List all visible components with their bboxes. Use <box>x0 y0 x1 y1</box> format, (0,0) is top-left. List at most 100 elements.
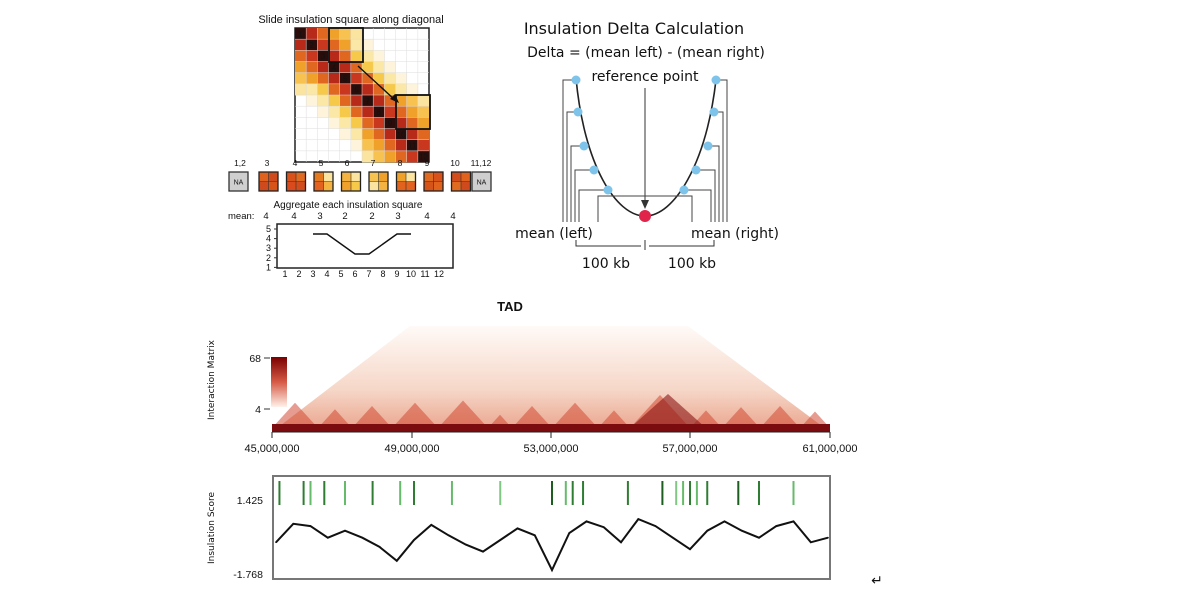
curve-point <box>589 165 599 175</box>
insulation-score-point <box>706 529 709 532</box>
insulation-score-point <box>792 520 795 523</box>
mini-x-tick: 10 <box>406 269 416 279</box>
curve-point <box>573 107 583 117</box>
mini-matrix-cell <box>395 117 408 129</box>
square-quadrant <box>461 181 471 191</box>
mini-matrix-cell <box>350 106 363 118</box>
tad-domain-triangle <box>512 406 552 428</box>
reference-point-label: reference point <box>591 69 699 85</box>
square-quadrant <box>424 181 434 191</box>
mini-matrix-cell <box>362 139 374 152</box>
insulation-score-point <box>361 536 364 539</box>
mean-value: 3 <box>317 211 322 222</box>
mini-matrix-cell <box>417 117 430 129</box>
mini-matrix-cell <box>362 83 374 96</box>
tad-x-ticks: 45,000,000 49,000,000 53,000,000 57,000,000… <box>244 432 858 455</box>
mini-y-tick: 2 <box>266 253 271 263</box>
square-quadrant <box>378 181 388 191</box>
mini-matrix-cell <box>350 117 363 129</box>
insulation-score-point <box>533 534 536 537</box>
mini-matrix-cell <box>339 61 352 74</box>
diagonal-label: 6 <box>354 86 359 95</box>
insulation-square-start <box>328 27 364 63</box>
insulation-curve <box>575 77 717 217</box>
mini-x-tick: 1 <box>282 269 287 279</box>
tad-domain-triangle <box>800 411 830 428</box>
curve-point <box>709 107 719 117</box>
square-labels-row: 1,2 3 4 5 6 7 8 9 10 11,12 <box>234 158 492 168</box>
left-window-bracket <box>566 111 578 222</box>
colorbar-max: 68 <box>249 353 261 365</box>
insulation-square-end <box>395 94 431 130</box>
curve-point <box>579 141 589 151</box>
square-quadrant <box>314 181 324 191</box>
right-window-bracket <box>645 195 693 222</box>
mini-plot-frame <box>276 223 454 269</box>
left-window-bracket <box>562 79 576 222</box>
insulation-score-point <box>689 548 691 551</box>
square-quadrant <box>433 181 443 191</box>
mini-matrix-cell <box>362 106 374 118</box>
span-bracket <box>575 240 715 247</box>
mini-matrix-cell <box>384 150 396 163</box>
mini-matrix-cell <box>295 61 307 74</box>
square-quadrant <box>406 172 416 182</box>
insulation-score-point <box>740 529 743 532</box>
mini-plot-x-ticks: 1 2 3 4 5 6 7 8 9 10 11 12 <box>282 269 444 279</box>
mini-matrix-cell <box>339 95 352 107</box>
insulation-panel-title: Slide insulation square along diagonal <box>258 14 443 26</box>
curve-points <box>571 75 721 195</box>
mini-x-tick: 3 <box>310 269 315 279</box>
mini-matrix-cell <box>328 50 341 62</box>
mini-x-tick: 4 <box>324 269 329 279</box>
mini-x-tick: 6 <box>352 269 357 279</box>
insulation-score-point <box>568 532 571 534</box>
mini-matrix-cell <box>373 95 385 107</box>
mini-matrix-cell <box>350 128 363 141</box>
square-quadrant <box>351 172 361 182</box>
mini-matrix-cell <box>328 83 341 96</box>
insulation-score-point <box>827 536 829 539</box>
right-window-bracket <box>696 169 716 222</box>
curve-point <box>691 165 701 175</box>
square-quadrant <box>296 172 306 182</box>
diagonal-label: 10 <box>397 130 406 139</box>
insulation-score-point <box>413 539 415 541</box>
mini-matrix-cell <box>417 106 430 118</box>
mini-matrix-cell <box>362 95 374 107</box>
diagonal-label: 2 <box>310 41 315 50</box>
square-label: 11,12 <box>471 158 492 168</box>
mini-matrix-cell <box>373 128 385 141</box>
mini-matrix-cell <box>339 28 352 40</box>
insulation-square-panel: Slide insulation square along diagonal 1… <box>228 14 492 279</box>
insulation-score-point <box>275 541 277 544</box>
tad-boundary-marks <box>278 481 795 505</box>
mini-x-tick: 5 <box>338 269 343 279</box>
insulation-score-point <box>809 541 812 544</box>
square-quadrant <box>451 172 461 182</box>
tad-domain-triangle <box>392 402 438 428</box>
mini-matrix-cell <box>317 95 329 107</box>
mini-matrix-cell <box>350 139 363 152</box>
square-label: 8 <box>398 158 403 168</box>
mini-matrix-cell <box>406 106 419 118</box>
insulation-score-point <box>723 520 726 523</box>
mini-matrix-cell <box>417 139 430 152</box>
mini-y-tick: 3 <box>266 243 271 253</box>
mini-matrix-cell <box>295 39 307 51</box>
mini-x-tick: 11 <box>420 269 429 279</box>
mini-matrix-cell <box>406 117 419 129</box>
mini-matrix-cell <box>362 72 374 85</box>
insulation-score-chart: Insulation Score 1.425 -1.768 <box>207 475 831 581</box>
mini-matrix-cell <box>295 50 307 62</box>
delta-title: Insulation Delta Calculation <box>524 19 744 38</box>
insulation-score-point <box>758 536 760 539</box>
score-y-max: 1.425 <box>237 495 263 507</box>
insulation-score-point <box>395 560 398 562</box>
insulation-score-point <box>309 525 312 527</box>
reference-point-dot <box>639 210 651 222</box>
insulation-score-point <box>654 525 657 527</box>
mini-x-tick: 12 <box>434 269 444 279</box>
tad-domain-triangle <box>552 402 598 428</box>
